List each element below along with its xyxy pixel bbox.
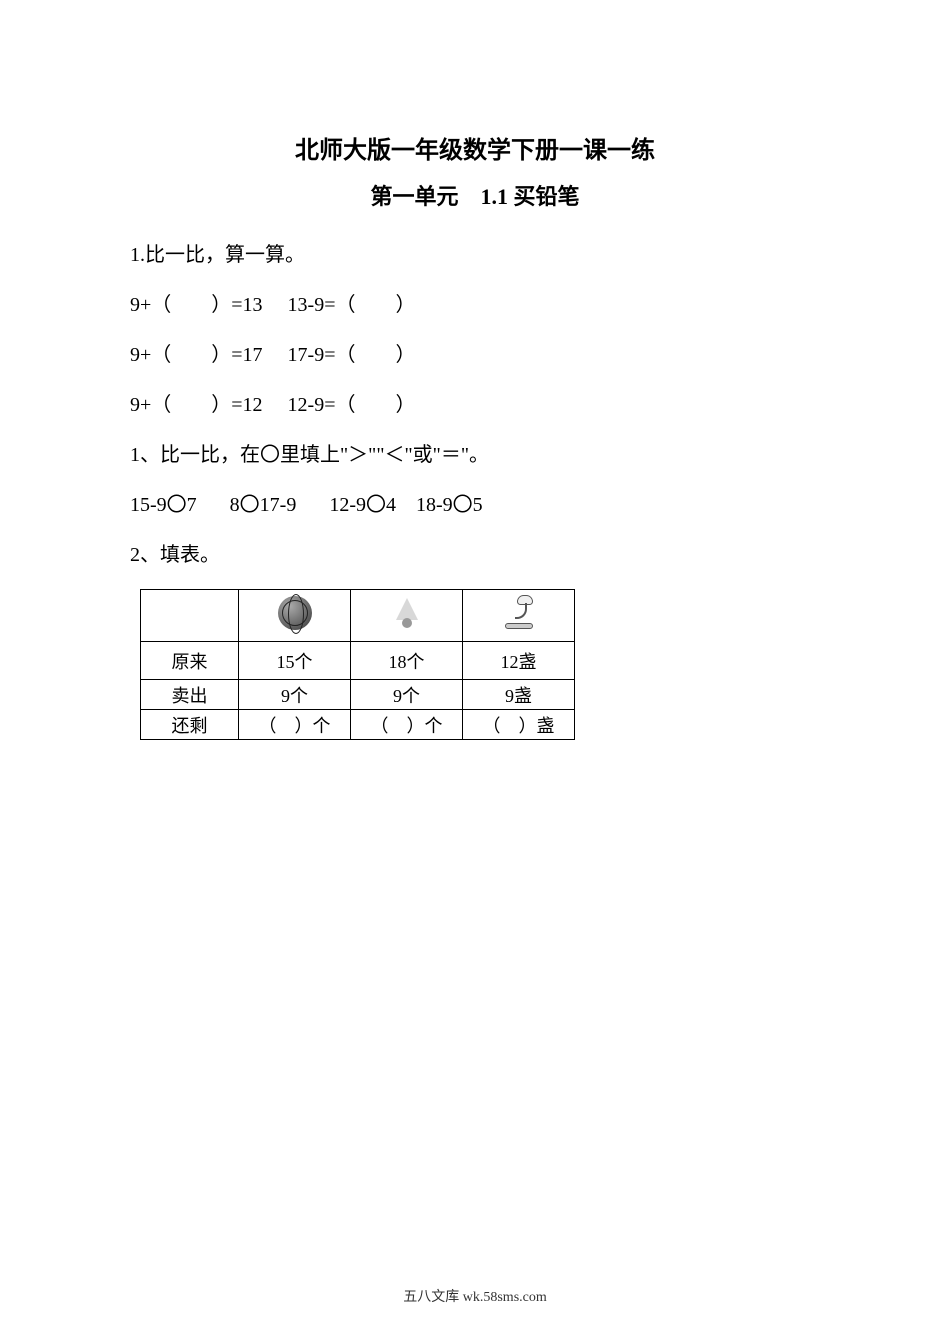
table-cell: （ ）个 (351, 710, 463, 740)
table-cell: 9个 (239, 680, 351, 710)
row-label: 原来 (141, 642, 239, 680)
q3-heading: 2、填表。 (130, 539, 820, 571)
row-label: 还剩 (141, 710, 239, 740)
table-cell: 9个 (351, 680, 463, 710)
table-corner-cell (141, 590, 239, 642)
table-cell: 15个 (239, 642, 351, 680)
row-label: 卖出 (141, 680, 239, 710)
q1-heading: 1.比一比，算一算。 (130, 239, 820, 271)
table-icon-cell (239, 590, 351, 642)
main-title: 北师大版一年级数学下册一课一练 (130, 130, 820, 165)
table-cell: 9盏 (463, 680, 575, 710)
q1-line-3: 9+（ ）=12 12-9=（ ） (130, 389, 820, 421)
page-content: 北师大版一年级数学下册一课一练 第一单元 1.1 买铅笔 1.比一比，算一算。 … (0, 0, 950, 740)
table-cell: 18个 (351, 642, 463, 680)
lamp-icon (499, 595, 539, 631)
q2-heading: 1、比一比，在〇里填上"＞""＜"或"＝"。 (130, 439, 820, 471)
table-row: 还剩 （ ）个 （ ）个 （ ）盏 (141, 710, 575, 740)
table-icon-cell (463, 590, 575, 642)
basketball-icon (278, 596, 312, 630)
table-row: 原来 15个 18个 12盏 (141, 642, 575, 680)
subtitle: 第一单元 1.1 买铅笔 (130, 179, 820, 211)
table-row: 卖出 9个 9个 9盏 (141, 680, 575, 710)
q3-table: 原来 15个 18个 12盏 卖出 9个 9个 9盏 还剩 （ ）个 （ ）个 … (140, 589, 575, 740)
table-cell: （ ）个 (239, 710, 351, 740)
shuttlecock-icon (392, 596, 422, 630)
table-icon-cell (351, 590, 463, 642)
q1-line-2: 9+（ ）=17 17-9=（ ） (130, 339, 820, 371)
q2-line: 15-9〇7 8〇17-9 12-9〇4 18-9〇5 (130, 489, 820, 521)
table-cell: （ ）盏 (463, 710, 575, 740)
page-footer: 五八文库 wk.58sms.com (0, 1286, 950, 1306)
table-row-icons (141, 590, 575, 642)
q1-line-1: 9+（ ）=13 13-9=（ ） (130, 289, 820, 321)
table-cell: 12盏 (463, 642, 575, 680)
